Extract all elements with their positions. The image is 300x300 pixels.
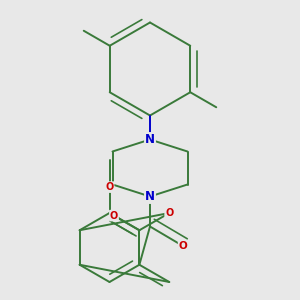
Text: N: N [145,190,155,203]
Text: O: O [105,182,114,192]
Text: N: N [145,133,155,146]
Text: O: O [178,241,188,251]
Text: O: O [165,208,173,218]
Text: O: O [110,211,118,220]
